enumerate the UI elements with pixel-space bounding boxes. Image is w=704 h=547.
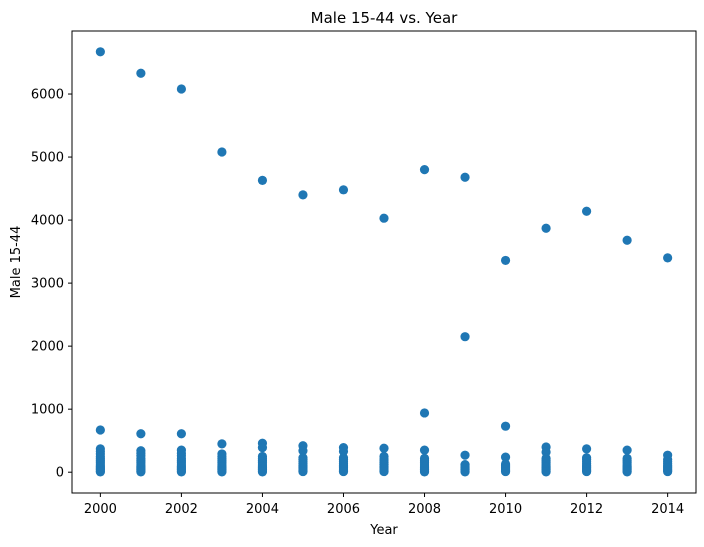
- data-point: [257, 467, 268, 477]
- plot-frame: [71, 30, 697, 494]
- data-point: [663, 253, 673, 263]
- data-point: [582, 206, 592, 216]
- data-point: [582, 444, 592, 454]
- data-point: [379, 213, 389, 223]
- data-point: [176, 84, 186, 94]
- data-point: [217, 439, 227, 449]
- data-point: [541, 223, 551, 233]
- data-point: [257, 443, 268, 453]
- data-point: [460, 332, 470, 342]
- x-tick-label: 2012: [570, 502, 603, 517]
- data-point: [257, 175, 268, 185]
- data-point: [419, 445, 430, 455]
- data-point: [136, 68, 146, 78]
- data-point: [500, 452, 511, 462]
- data-point: [217, 467, 227, 477]
- x-tick-label: 2000: [84, 502, 117, 517]
- x-tick-label: 2002: [165, 502, 198, 517]
- data-point: [95, 425, 105, 435]
- y-tick-label: 4000: [31, 214, 64, 229]
- y-tick-label: 5000: [31, 151, 64, 166]
- data-point: [500, 466, 511, 477]
- data-point: [298, 446, 308, 456]
- x-tick-label: 2006: [327, 502, 360, 517]
- y-tick-label: 0: [56, 466, 64, 481]
- data-point: [419, 408, 430, 418]
- data-point: [298, 466, 308, 477]
- y-tick-label: 2000: [31, 340, 64, 355]
- y-axis-ticks: 0 1000 2000 3000 4000 5000 6000: [31, 88, 72, 481]
- data-points: [95, 47, 673, 477]
- data-point: [419, 467, 430, 477]
- data-point: [541, 447, 551, 457]
- data-point: [663, 466, 673, 477]
- data-point: [95, 47, 105, 57]
- data-point: [460, 467, 470, 477]
- data-point: [136, 429, 146, 439]
- chart-title: Male 15-44 vs. Year: [311, 9, 458, 27]
- data-point: [379, 443, 389, 453]
- data-point: [419, 165, 430, 175]
- data-point: [217, 147, 227, 157]
- data-point: [95, 467, 105, 477]
- data-point: [541, 467, 551, 477]
- data-point: [500, 255, 511, 266]
- x-tick-label: 2014: [651, 502, 684, 517]
- data-point: [622, 467, 632, 477]
- data-point: [379, 466, 389, 477]
- data-point: [338, 446, 349, 456]
- x-tick-label: 2010: [489, 502, 522, 517]
- data-point: [622, 445, 632, 455]
- y-tick-label: 3000: [31, 277, 64, 292]
- data-point: [176, 429, 186, 439]
- data-point: [136, 467, 146, 477]
- data-point: [622, 235, 632, 245]
- y-tick-label: 1000: [31, 403, 64, 418]
- data-point: [582, 466, 592, 477]
- x-tick-label: 2008: [408, 502, 441, 517]
- data-point: [298, 190, 308, 200]
- data-point: [460, 172, 470, 182]
- x-axis-title: Year: [369, 523, 398, 538]
- data-point: [460, 450, 470, 460]
- data-point: [338, 185, 349, 195]
- x-axis-ticks: 2000 2002 2004 2006 2008 2010 2012 2014: [84, 493, 684, 517]
- x-tick-label: 2004: [246, 502, 279, 517]
- y-tick-label: 6000: [31, 88, 64, 103]
- y-axis-title: Male 15-44: [9, 226, 24, 299]
- data-point: [500, 421, 511, 431]
- data-point: [338, 466, 349, 477]
- data-point: [176, 467, 186, 477]
